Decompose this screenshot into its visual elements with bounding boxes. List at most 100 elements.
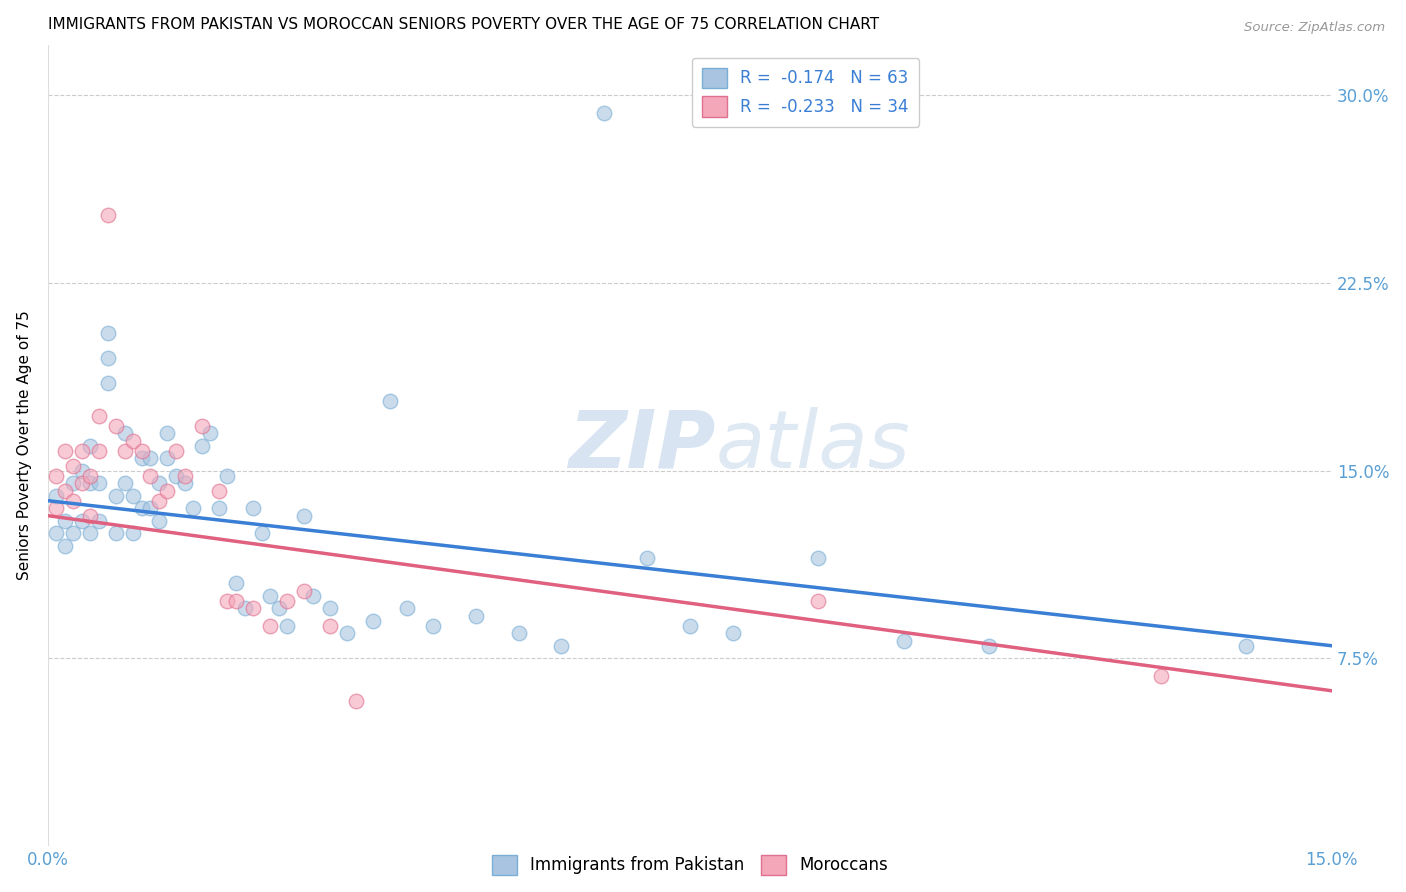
Point <box>131 443 153 458</box>
Point <box>70 443 93 458</box>
Text: Source: ZipAtlas.com: Source: ZipAtlas.com <box>1244 21 1385 34</box>
Point <box>105 418 128 433</box>
Point <box>87 443 110 458</box>
Point <box>105 489 128 503</box>
Point <box>87 514 110 528</box>
Point <box>173 468 195 483</box>
Point <box>139 451 162 466</box>
Point <box>165 468 187 483</box>
Y-axis label: Seniors Poverty Over the Age of 75: Seniors Poverty Over the Age of 75 <box>17 310 32 581</box>
Point <box>319 618 342 632</box>
Point <box>361 614 384 628</box>
Point <box>139 501 162 516</box>
Point <box>267 601 290 615</box>
Point <box>131 451 153 466</box>
Point <box>242 501 264 516</box>
Point <box>79 508 101 523</box>
Point <box>62 493 84 508</box>
Point <box>190 439 212 453</box>
Point <box>276 618 298 632</box>
Point <box>45 526 67 541</box>
Point <box>79 476 101 491</box>
Point <box>378 393 401 408</box>
Point <box>114 476 136 491</box>
Point <box>53 483 76 498</box>
Point <box>294 508 316 523</box>
Point <box>45 489 67 503</box>
Point <box>105 526 128 541</box>
Point <box>200 426 222 441</box>
Text: IMMIGRANTS FROM PAKISTAN VS MOROCCAN SENIORS POVERTY OVER THE AGE OF 75 CORRELAT: IMMIGRANTS FROM PAKISTAN VS MOROCCAN SEN… <box>48 17 879 32</box>
Point <box>217 468 239 483</box>
Point <box>979 639 1001 653</box>
Point <box>893 633 915 648</box>
Point <box>190 418 212 433</box>
Point <box>45 501 67 516</box>
Point <box>97 376 120 390</box>
Point <box>53 514 76 528</box>
Point <box>156 451 179 466</box>
Point <box>156 426 179 441</box>
Point <box>550 639 572 653</box>
Point <box>156 483 179 498</box>
Point <box>422 618 444 632</box>
Point <box>114 443 136 458</box>
Point <box>62 458 84 473</box>
Point <box>217 593 239 607</box>
Point <box>1149 669 1171 683</box>
Point <box>396 601 419 615</box>
Point <box>148 514 170 528</box>
Point <box>807 593 830 607</box>
Point <box>233 601 256 615</box>
Point <box>294 583 316 598</box>
Text: atlas: atlas <box>716 407 910 484</box>
Point <box>114 426 136 441</box>
Point <box>122 434 145 448</box>
Point <box>70 464 93 478</box>
Point <box>225 593 247 607</box>
Point <box>636 551 658 566</box>
Point <box>62 476 84 491</box>
Point <box>259 589 281 603</box>
Legend: Immigrants from Pakistan, Moroccans: Immigrants from Pakistan, Moroccans <box>485 848 894 881</box>
Point <box>87 476 110 491</box>
Point <box>70 514 93 528</box>
Point <box>173 476 195 491</box>
Point <box>97 326 120 340</box>
Point <box>122 489 145 503</box>
Point <box>344 694 367 708</box>
Point <box>70 476 93 491</box>
Point <box>1234 639 1257 653</box>
Point <box>62 526 84 541</box>
Point <box>679 618 702 632</box>
Point <box>208 483 231 498</box>
Point <box>508 626 530 640</box>
Point <box>148 493 170 508</box>
Point <box>165 443 187 458</box>
Point <box>53 443 76 458</box>
Point <box>148 476 170 491</box>
Point <box>139 468 162 483</box>
Point <box>593 106 616 120</box>
Point <box>807 551 830 566</box>
Point <box>319 601 342 615</box>
Point <box>79 439 101 453</box>
Point <box>242 601 264 615</box>
Point <box>79 468 101 483</box>
Point <box>131 501 153 516</box>
Point <box>87 409 110 423</box>
Point <box>336 626 359 640</box>
Point <box>97 351 120 365</box>
Point <box>276 593 298 607</box>
Point <box>97 209 120 223</box>
Point <box>225 576 247 591</box>
Point <box>79 526 101 541</box>
Point <box>302 589 325 603</box>
Point <box>208 501 231 516</box>
Point <box>45 468 67 483</box>
Point <box>721 626 744 640</box>
Point <box>464 608 486 623</box>
Point <box>181 501 204 516</box>
Point <box>250 526 273 541</box>
Text: ZIP: ZIP <box>568 407 716 484</box>
